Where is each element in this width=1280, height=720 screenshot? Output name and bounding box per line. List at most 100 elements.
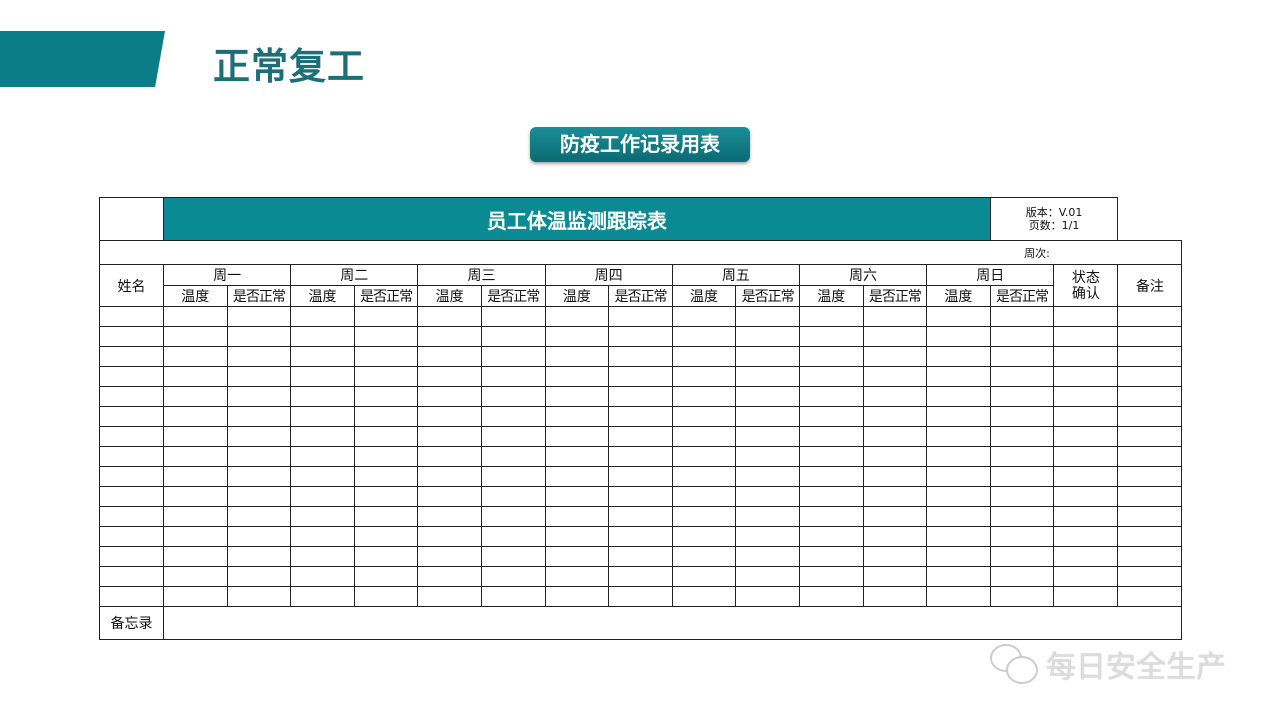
table-cell[interactable]: [608, 326, 673, 347]
table-cell[interactable]: [1053, 326, 1119, 347]
table-cell[interactable]: [290, 426, 355, 447]
table-cell[interactable]: [862, 306, 928, 327]
table-cell[interactable]: [417, 326, 482, 347]
table-cell[interactable]: [226, 346, 292, 367]
table-cell[interactable]: [480, 366, 546, 387]
table-cell[interactable]: [544, 546, 610, 567]
table-cell[interactable]: [989, 566, 1055, 587]
table-cell[interactable]: [926, 346, 991, 367]
table-cell[interactable]: [989, 446, 1055, 467]
table-cell[interactable]: [989, 466, 1055, 487]
table-cell[interactable]: [671, 426, 737, 447]
table-cell[interactable]: [1053, 386, 1119, 407]
table-cell[interactable]: [862, 326, 928, 347]
table-cell[interactable]: [544, 426, 610, 447]
table-cell[interactable]: [290, 466, 355, 487]
table-cell[interactable]: [99, 526, 164, 547]
table-cell[interactable]: [163, 346, 228, 367]
table-cell[interactable]: [798, 386, 864, 407]
table-cell[interactable]: [862, 526, 928, 547]
table-cell[interactable]: [163, 566, 228, 587]
table-cell[interactable]: [1117, 566, 1183, 587]
table-cell[interactable]: [671, 566, 737, 587]
table-cell[interactable]: [862, 486, 928, 507]
table-cell[interactable]: [989, 426, 1055, 447]
table-cell[interactable]: [1053, 506, 1119, 527]
table-cell[interactable]: [926, 446, 991, 467]
table-cell[interactable]: [862, 426, 928, 447]
table-cell[interactable]: [989, 386, 1055, 407]
table-cell[interactable]: [926, 586, 991, 607]
table-cell[interactable]: [798, 526, 864, 547]
table-cell[interactable]: [99, 466, 164, 487]
table-cell[interactable]: [608, 366, 673, 387]
table-cell[interactable]: [989, 526, 1055, 547]
table-cell[interactable]: [226, 486, 292, 507]
table-cell[interactable]: [989, 366, 1055, 387]
table-cell[interactable]: [608, 546, 673, 567]
table-cell[interactable]: [1053, 486, 1119, 507]
table-cell[interactable]: [671, 306, 737, 327]
table-cell[interactable]: [353, 306, 419, 327]
table-cell[interactable]: [1117, 366, 1183, 387]
table-cell[interactable]: [544, 586, 610, 607]
table-cell[interactable]: [226, 526, 292, 547]
table-cell[interactable]: [290, 506, 355, 527]
table-cell[interactable]: [99, 446, 164, 467]
table-cell[interactable]: [926, 506, 991, 527]
table-cell[interactable]: [862, 366, 928, 387]
table-cell[interactable]: [163, 366, 228, 387]
table-cell[interactable]: [480, 526, 546, 547]
table-cell[interactable]: [1053, 366, 1119, 387]
table-cell[interactable]: [99, 366, 164, 387]
table-cell[interactable]: [608, 406, 673, 427]
table-cell[interactable]: [608, 426, 673, 447]
table-cell[interactable]: [862, 406, 928, 427]
table-cell[interactable]: [353, 366, 419, 387]
table-cell[interactable]: [608, 306, 673, 327]
table-cell[interactable]: [671, 406, 737, 427]
table-cell[interactable]: [544, 486, 610, 507]
table-cell[interactable]: [417, 406, 482, 427]
table-cell[interactable]: [608, 526, 673, 547]
table-cell[interactable]: [926, 326, 991, 347]
table-cell[interactable]: [735, 446, 800, 467]
table-cell[interactable]: [735, 346, 800, 367]
table-cell[interactable]: [544, 386, 610, 407]
table-cell[interactable]: [353, 346, 419, 367]
table-cell[interactable]: [1053, 306, 1119, 327]
table-cell[interactable]: [926, 386, 991, 407]
table-cell[interactable]: [290, 586, 355, 607]
table-cell[interactable]: [989, 306, 1055, 327]
table-cell[interactable]: [480, 506, 546, 527]
table-cell[interactable]: [862, 506, 928, 527]
table-cell[interactable]: [1053, 406, 1119, 427]
table-cell[interactable]: [480, 386, 546, 407]
table-cell[interactable]: [989, 346, 1055, 367]
table-cell[interactable]: [290, 346, 355, 367]
table-cell[interactable]: [798, 566, 864, 587]
table-cell[interactable]: [989, 586, 1055, 607]
table-cell[interactable]: [926, 566, 991, 587]
table-cell[interactable]: [798, 326, 864, 347]
table-cell[interactable]: [417, 426, 482, 447]
table-cell[interactable]: [862, 386, 928, 407]
table-cell[interactable]: [163, 426, 228, 447]
table-cell[interactable]: [608, 486, 673, 507]
table-cell[interactable]: [480, 326, 546, 347]
table-cell[interactable]: [608, 446, 673, 467]
table-cell[interactable]: [1117, 306, 1183, 327]
table-cell[interactable]: [226, 326, 292, 347]
table-cell[interactable]: [1053, 546, 1119, 567]
table-cell[interactable]: [1117, 506, 1183, 527]
table-cell[interactable]: [226, 306, 292, 327]
table-cell[interactable]: [226, 506, 292, 527]
table-cell[interactable]: [226, 466, 292, 487]
table-cell[interactable]: [735, 586, 800, 607]
table-cell[interactable]: [163, 526, 228, 547]
table-cell[interactable]: [1117, 546, 1183, 567]
table-cell[interactable]: [99, 486, 164, 507]
table-cell[interactable]: [989, 506, 1055, 527]
table-cell[interactable]: [99, 406, 164, 427]
table-cell[interactable]: [926, 406, 991, 427]
